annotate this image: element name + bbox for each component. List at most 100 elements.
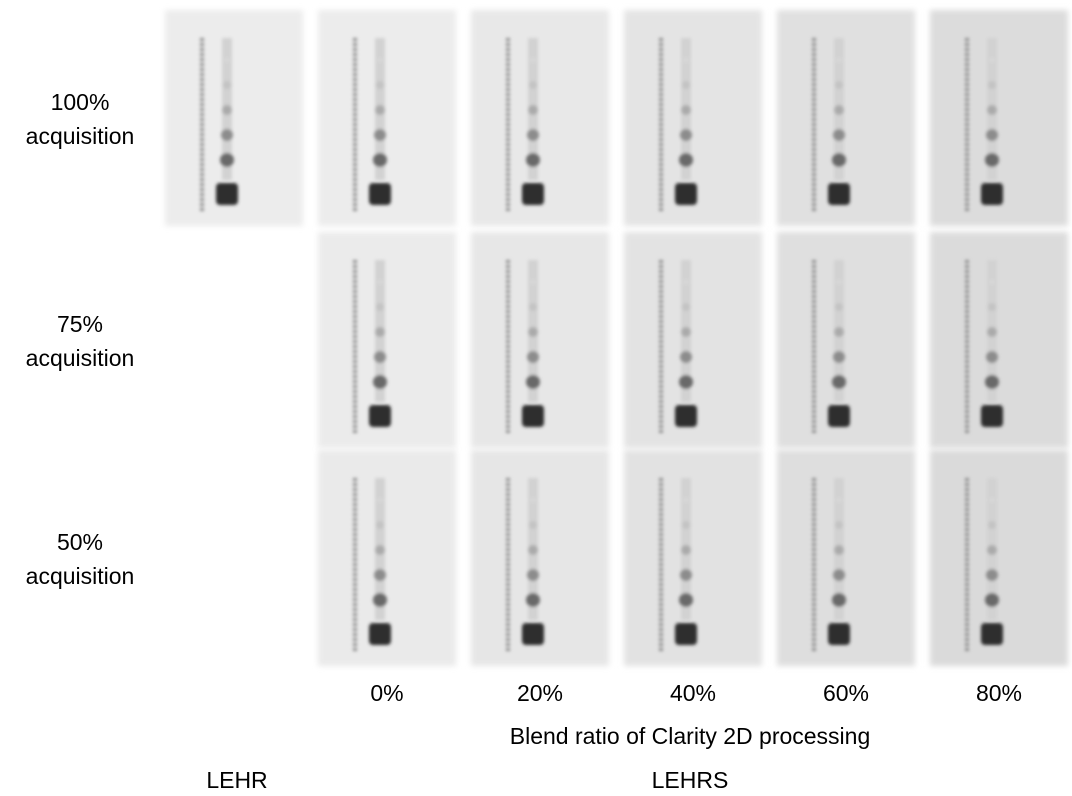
hot-square: [828, 405, 850, 427]
axis-label: Blend ratio of Clarity 2D processing: [510, 723, 871, 749]
hot-spot: [376, 81, 384, 89]
hot-spot: [220, 153, 234, 167]
hot-spot: [373, 593, 387, 607]
phantom-image: [318, 450, 456, 666]
hot-spot: [681, 105, 691, 115]
hot-spot: [832, 153, 846, 167]
hot-spot: [835, 521, 843, 529]
phantom-image: [471, 10, 609, 226]
hot-spot: [527, 351, 539, 363]
hot-spot: [835, 81, 843, 89]
hot-spot: [987, 327, 997, 337]
hot-spot: [988, 81, 996, 89]
hot-spot: [528, 545, 538, 555]
phantom-image: [624, 450, 762, 666]
hot-spot: [988, 521, 996, 529]
hot-spot: [985, 593, 999, 607]
image-grid: [165, 10, 1068, 666]
hot-spot: [528, 105, 538, 115]
hot-spot: [527, 129, 539, 141]
phantom-image: [471, 232, 609, 448]
hot-spot: [377, 279, 383, 285]
hot-spot: [987, 105, 997, 115]
phantom-image: [930, 10, 1068, 226]
hot-square: [522, 405, 544, 427]
hot-spot: [377, 57, 383, 63]
hot-spot: [529, 521, 537, 529]
hot-spot: [375, 545, 385, 555]
hot-square: [981, 623, 1003, 645]
hot-spot: [986, 351, 998, 363]
phantom-image: [318, 232, 456, 448]
hot-square: [981, 405, 1003, 427]
hot-spot: [680, 569, 692, 581]
hot-spot: [374, 569, 386, 581]
hot-spot: [834, 105, 844, 115]
hot-spot: [374, 129, 386, 141]
hot-spot: [681, 545, 691, 555]
hot-spot: [682, 81, 690, 89]
column-label: 20%: [517, 680, 563, 706]
row-label: 75%: [57, 311, 103, 337]
hot-spot: [528, 327, 538, 337]
row-label: acquisition: [26, 563, 135, 589]
hot-spot: [682, 303, 690, 311]
phantom-image: [930, 450, 1068, 666]
hot-spot: [375, 105, 385, 115]
hot-spot: [529, 81, 537, 89]
hot-spot: [836, 279, 842, 285]
phantom-image: [624, 10, 762, 226]
column-label: 80%: [976, 680, 1022, 706]
column-label: 40%: [670, 680, 716, 706]
column-label: 60%: [823, 680, 869, 706]
group-label: LEHRS: [652, 767, 729, 793]
hot-spot: [835, 303, 843, 311]
hot-spot: [986, 129, 998, 141]
hot-spot: [375, 327, 385, 337]
column-label: 0%: [370, 680, 403, 706]
hot-spot: [682, 521, 690, 529]
hot-spot: [373, 375, 387, 389]
hot-square: [675, 623, 697, 645]
hot-spot: [679, 593, 693, 607]
hot-spot: [680, 129, 692, 141]
hot-square: [369, 623, 391, 645]
hot-spot: [833, 351, 845, 363]
hot-square: [828, 183, 850, 205]
phantom-image: [930, 232, 1068, 448]
phantom-image: [624, 232, 762, 448]
hot-square: [369, 405, 391, 427]
hot-spot: [832, 593, 846, 607]
hot-square: [369, 183, 391, 205]
hot-spot: [224, 57, 230, 63]
hot-spot: [530, 57, 536, 63]
hot-spot: [527, 569, 539, 581]
figure: Blend ratio of Clarity 2D processing LEH…: [0, 0, 1072, 796]
row-label: 50%: [57, 529, 103, 555]
hot-spot: [223, 81, 231, 89]
hot-spot: [221, 129, 233, 141]
phantom-image: [471, 450, 609, 666]
row-label: acquisition: [26, 345, 135, 371]
hot-spot: [836, 57, 842, 63]
phantom-image: [318, 10, 456, 226]
hot-spot: [988, 303, 996, 311]
hot-spot: [834, 545, 844, 555]
group-label: LEHR: [206, 767, 267, 793]
hot-spot: [377, 497, 383, 503]
hot-spot: [680, 351, 692, 363]
hot-spot: [833, 129, 845, 141]
hot-spot: [832, 375, 846, 389]
hot-square: [216, 183, 238, 205]
hot-spot: [679, 375, 693, 389]
hot-square: [522, 183, 544, 205]
phantom-image: [777, 450, 915, 666]
hot-spot: [989, 279, 995, 285]
hot-spot: [834, 327, 844, 337]
hot-spot: [985, 375, 999, 389]
hot-spot: [529, 303, 537, 311]
hot-spot: [679, 153, 693, 167]
hot-spot: [526, 593, 540, 607]
hot-square: [522, 623, 544, 645]
hot-spot: [376, 303, 384, 311]
